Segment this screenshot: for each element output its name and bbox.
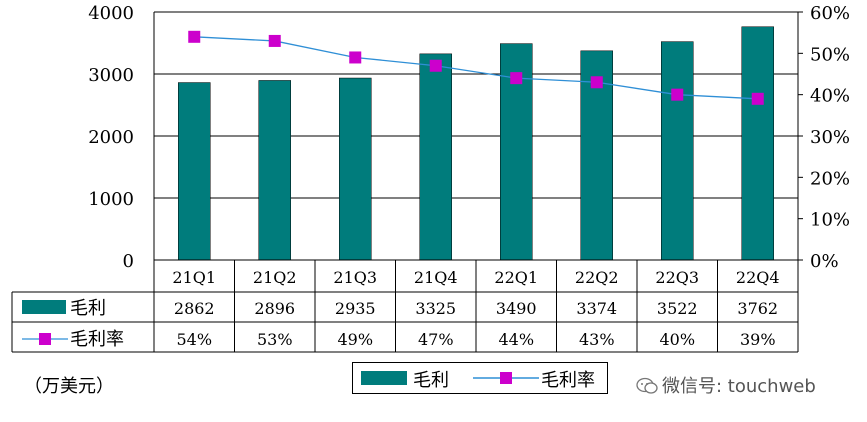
data-label: 54% <box>176 330 212 349</box>
margin-marker <box>590 76 603 89</box>
watermark-text: 微信号: touchweb <box>662 376 816 397</box>
data-label: 39% <box>740 330 776 349</box>
x-tick-label: 22Q1 <box>494 268 538 287</box>
data-label: 49% <box>337 330 373 349</box>
data-label: 47% <box>418 330 454 349</box>
bar <box>419 53 452 261</box>
margin-marker <box>429 59 442 72</box>
bar <box>178 82 211 261</box>
data-label: 40% <box>659 330 695 349</box>
legend-label-gross-margin: 毛利率 <box>541 370 595 391</box>
watermark: 微信号: touchweb <box>636 372 816 398</box>
data-label: 3374 <box>576 299 617 318</box>
y-right-tick-label: 20% <box>810 168 850 189</box>
data-label: 44% <box>498 330 534 349</box>
table-row-label: 毛利 <box>70 298 106 319</box>
x-tick-label: 21Q1 <box>172 268 216 287</box>
x-tick-label: 21Q2 <box>253 268 297 287</box>
bar <box>661 41 694 261</box>
x-tick-label: 21Q4 <box>414 268 458 287</box>
x-tick-label: 22Q2 <box>575 268 619 287</box>
table-key-bar <box>22 300 66 314</box>
data-label: 2896 <box>254 299 295 318</box>
wechat-icon <box>636 377 658 395</box>
margin-marker <box>268 34 281 47</box>
y-right-tick-label: 50% <box>810 44 850 65</box>
table-key-marker <box>39 333 51 345</box>
data-label: 3762 <box>737 299 778 318</box>
y-left-tick-label: 4000 <box>88 3 134 24</box>
y-left-tick-label: 3000 <box>88 65 134 86</box>
margin-marker <box>751 92 764 105</box>
table-row-label: 毛利率 <box>70 329 124 350</box>
y-right-tick-label: 60% <box>810 3 850 24</box>
margin-marker <box>349 51 362 64</box>
bar <box>258 80 291 261</box>
data-label: 2862 <box>174 299 215 318</box>
bar <box>741 26 774 261</box>
margin-marker <box>188 30 201 43</box>
y-left-tick-label: 0 <box>123 251 134 272</box>
legend-label-gross-profit: 毛利 <box>413 370 449 391</box>
x-tick-label: 22Q3 <box>655 268 699 287</box>
y-right-tick-label: 40% <box>810 86 850 107</box>
y-right-tick-label: 0% <box>810 251 839 272</box>
margin-marker <box>510 72 523 85</box>
x-tick-label: 21Q3 <box>333 268 377 287</box>
data-label: 43% <box>579 330 615 349</box>
legend-bar-swatch <box>361 371 407 385</box>
data-label: 3325 <box>415 299 456 318</box>
margin-line <box>194 36 758 100</box>
data-label: 3490 <box>496 299 537 318</box>
data-label: 53% <box>257 330 293 349</box>
legend-marker-swatch <box>500 372 512 384</box>
y-right-tick-label: 10% <box>810 210 850 231</box>
legend: 毛利 毛利率 <box>352 362 608 394</box>
y-right-tick-label: 30% <box>810 127 850 148</box>
x-tick-label: 22Q4 <box>736 268 780 287</box>
data-label: 3522 <box>657 299 698 318</box>
y-left-tick-label: 1000 <box>88 189 134 210</box>
data-label: 2935 <box>335 299 376 318</box>
bar <box>339 77 372 261</box>
y-left-tick-label: 2000 <box>88 127 134 148</box>
unit-label: （万美元） <box>24 376 114 397</box>
margin-marker <box>671 88 684 101</box>
